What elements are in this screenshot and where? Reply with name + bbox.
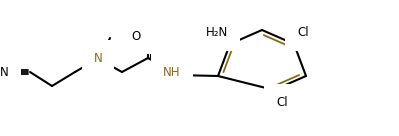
Text: N: N — [94, 52, 103, 64]
Text: Cl: Cl — [276, 96, 288, 109]
Text: NH: NH — [163, 66, 181, 78]
Text: O: O — [132, 30, 141, 42]
Text: H₂N: H₂N — [206, 26, 228, 39]
Text: N: N — [0, 66, 9, 78]
Text: Cl: Cl — [297, 26, 308, 39]
